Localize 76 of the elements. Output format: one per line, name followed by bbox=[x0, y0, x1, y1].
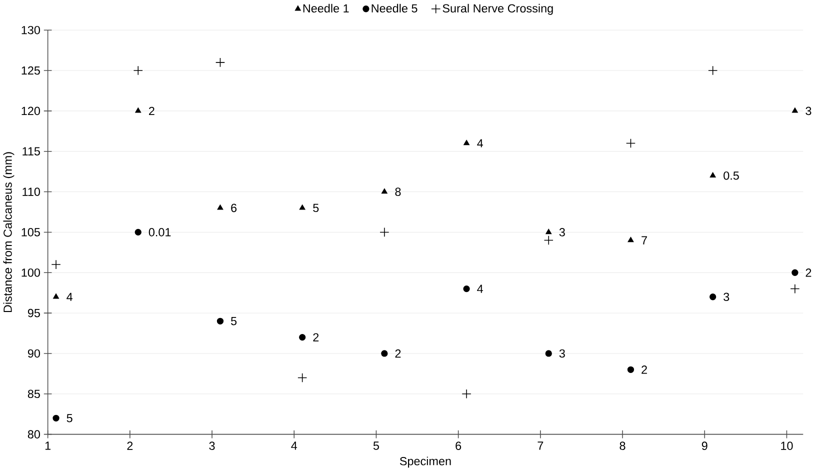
annotation: 2 bbox=[642, 366, 647, 374]
y-tick-label: 110 bbox=[22, 188, 40, 196]
annotation: 4 bbox=[477, 284, 483, 293]
point bbox=[792, 108, 798, 113]
y-tick-label: 130 bbox=[22, 26, 40, 34]
point bbox=[627, 366, 634, 374]
y-tick-label: 85 bbox=[28, 390, 40, 398]
y-axis-title: Distance from Calcaneus (mm) bbox=[3, 152, 14, 312]
annotation: 3 bbox=[559, 228, 565, 236]
point bbox=[546, 228, 552, 234]
point bbox=[628, 237, 634, 242]
x-tick-label: 5 bbox=[373, 442, 379, 450]
legend-label: Needle 5 bbox=[372, 4, 418, 13]
annotation: 5 bbox=[66, 414, 72, 422]
annotation: 3 bbox=[806, 106, 812, 116]
legend-label: Sural Nerve Crossing bbox=[442, 4, 553, 15]
point bbox=[790, 284, 800, 294]
annotation: 3 bbox=[724, 292, 730, 302]
x-tick-label: 1 bbox=[45, 442, 51, 450]
x-tick-label: 10 bbox=[781, 442, 793, 450]
y-tick-label: 105 bbox=[22, 228, 40, 236]
point bbox=[381, 350, 388, 357]
point bbox=[626, 138, 636, 148]
point bbox=[135, 108, 142, 113]
point bbox=[217, 204, 224, 210]
y-tick-label: 80 bbox=[28, 430, 40, 439]
point bbox=[462, 389, 472, 399]
y-tick-label: 95 bbox=[28, 308, 40, 318]
x-tick-label: 6 bbox=[456, 442, 462, 450]
x-tick-label: 9 bbox=[702, 442, 708, 450]
annotation: 5 bbox=[230, 317, 237, 326]
legend-label: Needle 1 bbox=[303, 4, 349, 13]
point bbox=[710, 172, 716, 178]
annotation: 0.01 bbox=[148, 228, 171, 236]
y-tick-label: 100 bbox=[22, 268, 40, 277]
point bbox=[708, 66, 718, 76]
annotation: 2 bbox=[313, 333, 319, 342]
point bbox=[299, 204, 306, 210]
annotation: 4 bbox=[66, 292, 72, 301]
y-tick-label: 90 bbox=[28, 349, 40, 358]
point bbox=[463, 286, 470, 292]
y-tick-label: 125 bbox=[22, 66, 40, 75]
point bbox=[133, 66, 143, 76]
x-tick-label: 8 bbox=[620, 442, 626, 450]
x-tick-label: 4 bbox=[291, 442, 298, 450]
point bbox=[544, 236, 554, 246]
annotation: 3 bbox=[559, 349, 565, 358]
point bbox=[710, 294, 716, 300]
point bbox=[53, 294, 59, 299]
x-tick-label: 2 bbox=[127, 442, 133, 450]
annotation: 2 bbox=[806, 268, 812, 277]
point bbox=[215, 58, 226, 68]
point bbox=[792, 269, 798, 276]
point bbox=[216, 318, 224, 325]
point bbox=[51, 260, 61, 270]
x-tick-label: 7 bbox=[538, 442, 544, 450]
point bbox=[298, 373, 308, 383]
point bbox=[464, 140, 470, 146]
annotation: 2 bbox=[395, 349, 401, 358]
y-tick-label: 115 bbox=[22, 147, 40, 156]
point bbox=[299, 334, 306, 341]
point bbox=[382, 188, 388, 194]
annotation: 7 bbox=[642, 236, 647, 244]
annotation: 0.5 bbox=[724, 172, 739, 180]
x-tick-label: 3 bbox=[209, 442, 215, 450]
y-tick-label: 120 bbox=[22, 106, 40, 116]
point bbox=[134, 228, 142, 236]
annotation: 4 bbox=[477, 139, 483, 148]
annotation: 8 bbox=[395, 188, 401, 196]
point bbox=[380, 227, 390, 238]
annotation: 2 bbox=[149, 106, 154, 116]
x-axis-title: Specimen bbox=[400, 456, 451, 468]
annotation: 5 bbox=[313, 204, 319, 212]
point bbox=[545, 350, 552, 357]
annotation: 6 bbox=[231, 204, 237, 212]
point bbox=[52, 414, 60, 422]
